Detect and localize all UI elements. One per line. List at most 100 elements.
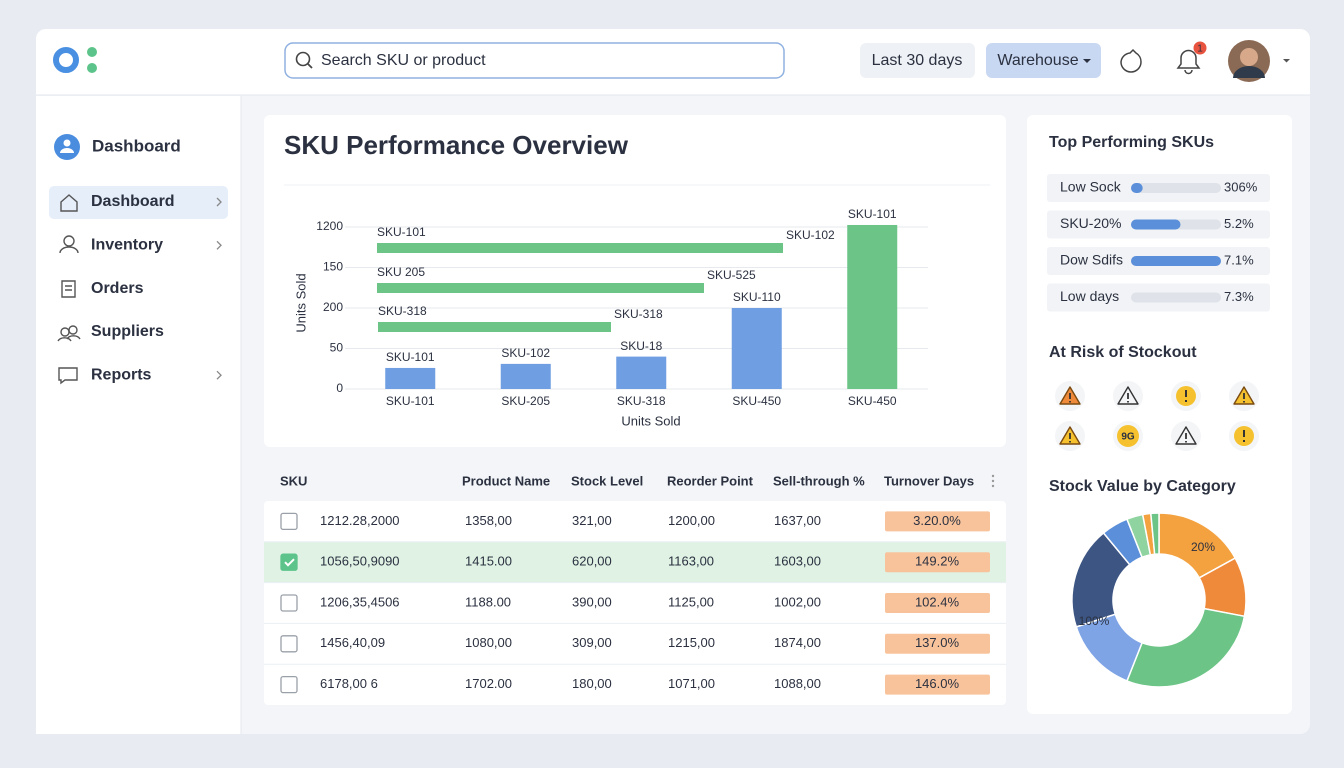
- donut-segment: [1149, 512, 1160, 556]
- x-axis-label: Units Sold: [621, 413, 680, 428]
- cell: 180,00: [572, 676, 612, 691]
- badge: [885, 674, 990, 695]
- menu-icon: [61, 280, 76, 298]
- band-label: SKU 205: [377, 265, 425, 279]
- checkbox[interactable]: [280, 635, 298, 653]
- cell: 1212.28,2000: [320, 513, 400, 528]
- sku-label: Dow Sdifs: [1060, 252, 1123, 268]
- cell: 1071,00: [668, 676, 715, 691]
- y-tick-label: 200: [323, 300, 343, 314]
- chevron: [216, 370, 222, 380]
- logo-dot: [87, 63, 97, 73]
- checkbox[interactable]: [280, 675, 298, 694]
- y-tick-label: 0: [336, 381, 343, 395]
- highlight-band: [378, 322, 611, 332]
- chart-card: [264, 115, 1006, 447]
- y-tick-label: 50: [330, 341, 344, 355]
- menu-dot: [991, 474, 995, 478]
- side-panel: [1027, 115, 1292, 714]
- checkbox[interactable]: [280, 594, 298, 612]
- badge: [885, 633, 990, 654]
- donut-segment: [1125, 607, 1246, 688]
- search-icon: [295, 51, 311, 67]
- cell: 1637,00: [774, 513, 821, 528]
- column-header: Turnover Days: [884, 473, 974, 488]
- progress-track: [1131, 292, 1221, 303]
- checkbox[interactable]: [280, 553, 298, 571]
- bar: [731, 308, 782, 389]
- x-tick-label: SKU-450: [732, 394, 781, 408]
- band-label: SKU-101: [377, 225, 426, 239]
- alert-icon: [1117, 425, 1139, 447]
- sku-label: SKU-20%: [1060, 215, 1121, 231]
- warehouse-button[interactable]: [986, 43, 1101, 78]
- menu-item[interactable]: Inventory: [91, 237, 163, 254]
- panel-title: Top Performing SKUs: [1049, 134, 1214, 151]
- highlight-band: [377, 283, 704, 293]
- date-range: Last 30 days: [872, 52, 963, 69]
- user-icon: [54, 134, 80, 160]
- date-button[interactable]: [860, 43, 975, 78]
- cookie-icon[interactable]: [1120, 48, 1142, 73]
- notification-badge: [1193, 41, 1207, 55]
- sku-percent: 306%: [1224, 179, 1258, 194]
- menu-item[interactable]: Orders: [91, 280, 144, 297]
- warehouse-select: Warehouse: [997, 52, 1078, 69]
- progress-fill: [1131, 256, 1221, 266]
- donut-annotation: 20%: [1191, 540, 1215, 554]
- bar: [847, 224, 898, 389]
- cell: 149.2%: [915, 554, 960, 569]
- checkbox[interactable]: [280, 512, 298, 531]
- progress-fill: [1131, 219, 1181, 230]
- cell: 1603,00: [774, 554, 821, 569]
- user-name: Dashboard: [92, 136, 181, 155]
- cell: 102.4%: [915, 594, 960, 609]
- user-icon-body: [60, 148, 74, 153]
- menu-icon: [60, 194, 78, 212]
- menu-item[interactable]: Suppliers: [91, 323, 164, 340]
- search-placeholder: Search SKU or product: [321, 52, 486, 69]
- cell: 1415.00: [465, 554, 512, 569]
- cell: 1163,00: [668, 554, 714, 569]
- menu-item[interactable]: Reports: [91, 366, 152, 383]
- cell: 1125,00: [668, 594, 714, 609]
- chevron: [216, 240, 222, 250]
- band-label: SKU-318: [378, 304, 427, 318]
- caret: [1083, 59, 1091, 63]
- highlight-band: [377, 243, 783, 253]
- cell: 1200,00: [668, 513, 715, 528]
- menu-item[interactable]: Dashboard: [91, 193, 175, 210]
- avatar-body: [1233, 66, 1265, 78]
- badge: [885, 511, 990, 532]
- column-header: Product Name: [462, 473, 550, 488]
- x-tick-label: SKU-318: [617, 394, 666, 408]
- logo-dot: [87, 47, 97, 57]
- badge: [885, 593, 990, 613]
- search-box[interactable]: [284, 42, 785, 79]
- band-end-label: SKU-525: [707, 268, 756, 282]
- notification-count: 1: [1197, 44, 1203, 55]
- cell: 1080,00: [465, 635, 512, 650]
- menu-icon: [58, 367, 78, 385]
- cell: 1702.00: [465, 676, 512, 691]
- column-header: Sell-through %: [773, 473, 865, 488]
- cell: 146.0%: [915, 676, 960, 691]
- cell: 1358,00: [465, 513, 512, 528]
- caret: [1283, 59, 1290, 63]
- cell: 1056,50,9090: [320, 554, 400, 569]
- warning-icon: [1175, 426, 1197, 445]
- search-icon: [307, 63, 313, 69]
- user-icon-head: [63, 139, 71, 147]
- bell-icon[interactable]: [1176, 49, 1201, 75]
- donut-annotation: 100%: [1079, 614, 1110, 628]
- avatar-face: [1240, 48, 1258, 66]
- cell: 1088,00: [774, 676, 821, 691]
- sku-percent: 7.1%: [1224, 252, 1254, 267]
- cell: 1206,35,4506: [320, 594, 400, 609]
- cell: 3.20.0%: [913, 513, 961, 528]
- badge: [885, 552, 990, 573]
- column-header: SKU: [280, 473, 307, 488]
- cell: 309,00: [572, 635, 612, 650]
- cell: 620,00: [572, 554, 612, 569]
